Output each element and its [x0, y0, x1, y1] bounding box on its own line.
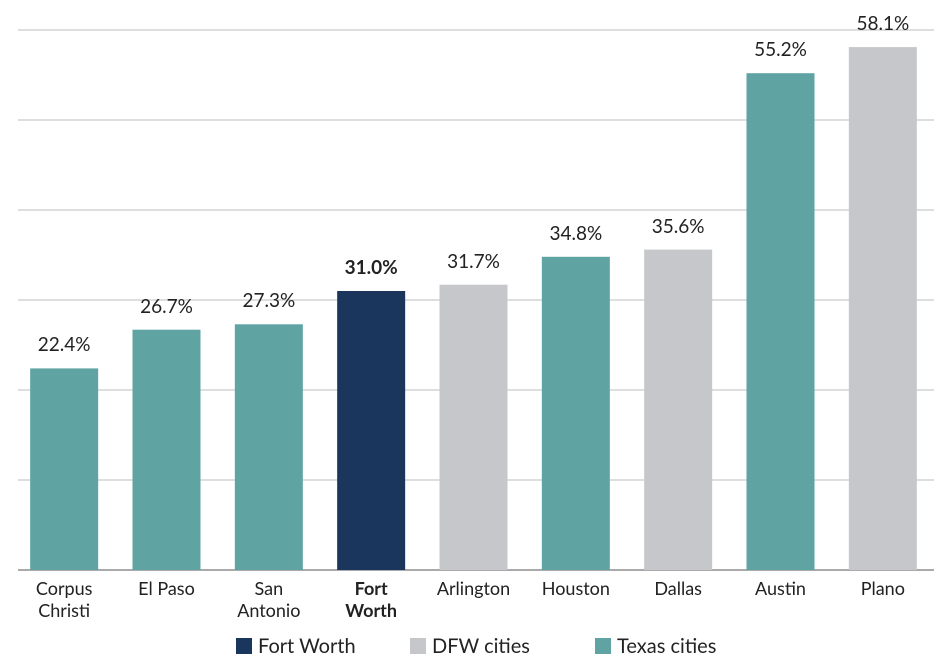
value-label: 26.7%	[140, 294, 193, 318]
legend-label: Texas cities	[617, 634, 717, 658]
bar	[337, 291, 406, 570]
value-label: 35.6%	[651, 214, 705, 238]
value-label: 31.7%	[447, 249, 500, 273]
legend-label: Fort Worth	[258, 634, 356, 658]
bar	[30, 368, 99, 570]
x-tick-label: Arlington	[436, 577, 511, 599]
x-tick-label: Corpus Christi	[35, 577, 93, 621]
value-label: 34.8%	[549, 221, 603, 245]
x-tick-label: Austin	[755, 577, 806, 599]
value-label: 58.1%	[856, 12, 910, 36]
bar	[439, 284, 508, 570]
x-tick-label: Fort Worth	[345, 577, 398, 621]
x-tick-label: San Antonio	[237, 577, 301, 621]
value-label: 55.2%	[754, 38, 807, 62]
legend-label: DFW cities	[432, 634, 530, 658]
value-label: 22.4%	[37, 333, 91, 357]
bar	[644, 249, 713, 570]
legend-item: Fort Worth	[236, 634, 356, 658]
bar	[746, 73, 815, 570]
bar	[132, 329, 201, 570]
bar	[234, 324, 303, 570]
value-label: 27.3%	[242, 289, 296, 313]
x-tick-label: Dallas	[654, 577, 702, 599]
legend-swatch	[410, 638, 426, 654]
legend-item: DFW cities	[410, 634, 530, 658]
value-label: 31.0%	[344, 256, 398, 279]
x-tick-label: Plano	[860, 577, 905, 599]
legend-swatch	[595, 638, 611, 654]
bar	[541, 256, 610, 570]
x-tick-label: El Paso	[138, 577, 195, 599]
legend-swatch	[236, 638, 252, 654]
x-tick-label: Houston	[541, 577, 610, 599]
bar	[848, 47, 917, 571]
legend-item: Texas cities	[595, 634, 716, 658]
